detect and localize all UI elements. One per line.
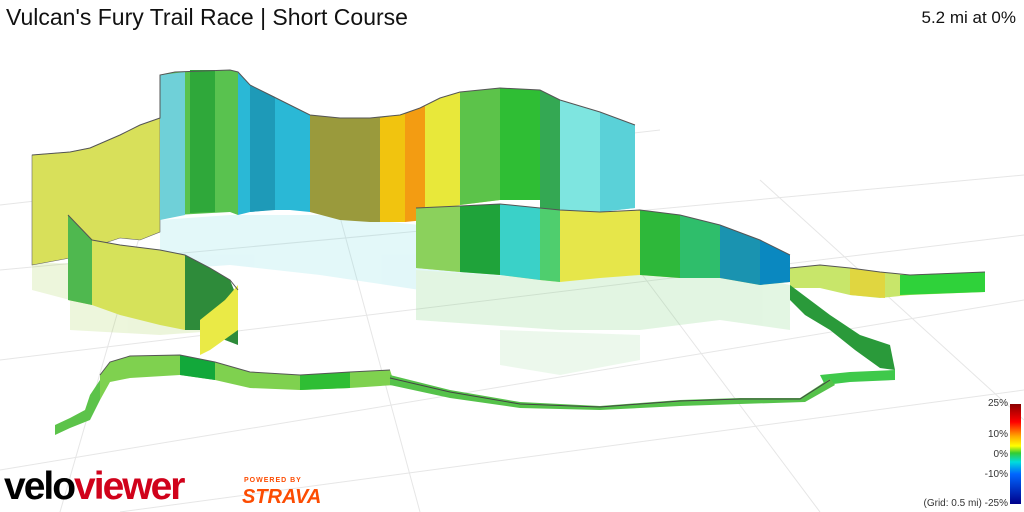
route-wall-middle [415,203,791,285]
veloviewer-logo[interactable]: veloviewer [4,465,185,509]
legend-tick-25: 25% [987,398,1008,409]
route-summary: 5.2 mi at 0% [921,8,1017,27]
logo-velo-text: velo [4,465,76,508]
legend-tick-minus-10: -10% [984,469,1008,480]
legend-bottom-row: (Grid: 0.5 mi) -25% [924,498,1008,509]
grid-scale-note: (Grid: 0.5 mi) [923,498,982,509]
legend-tick-0: 0% [993,449,1008,460]
strava-logo[interactable]: STRAVA [242,486,322,508]
logo-viewer-text: viewer [74,465,185,508]
route-wall-bottom [55,354,835,435]
route-wall-front-left [67,214,239,355]
powered-by-label: POWERED BY [244,477,302,484]
route-wall-upper [31,69,636,266]
legend-tick-10: 10% [987,429,1008,440]
gradient-legend-bar [1010,404,1021,504]
page-title: Vulcan's Fury Trail Race | Short Course [6,4,408,30]
legend-tick-minus-25: -25% [984,498,1008,509]
route-wall-right [789,264,986,385]
